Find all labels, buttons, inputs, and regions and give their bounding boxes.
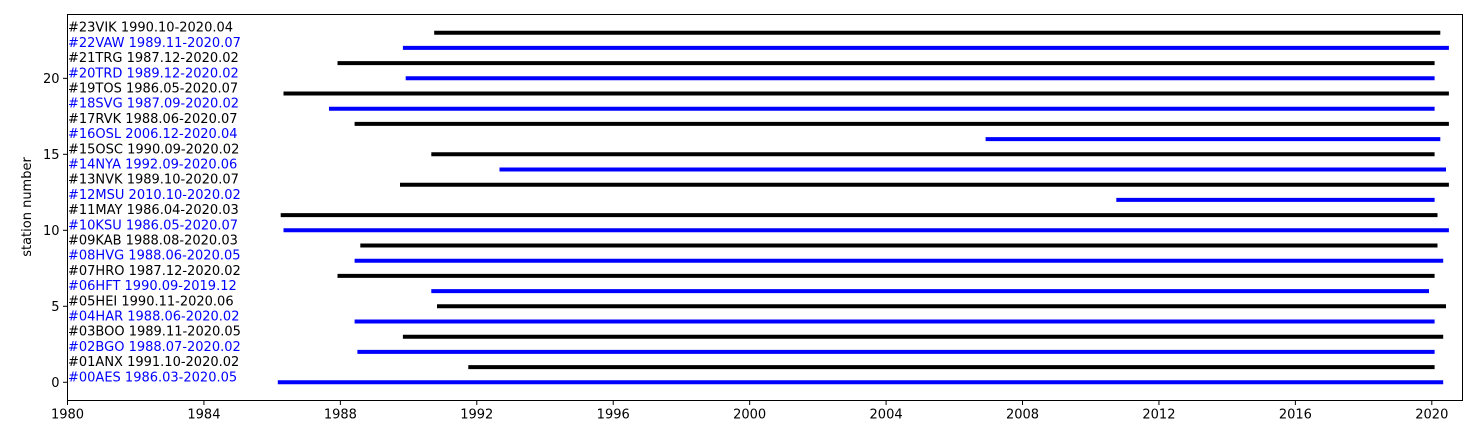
station-label: #05HEI 1990.11-2020.06 bbox=[68, 294, 234, 309]
station-label: #11MAY 1986.04-2020.03 bbox=[68, 203, 239, 218]
station-label: #17RVK 1988.06-2020.07 bbox=[68, 112, 238, 127]
y-tick-label: 5 bbox=[51, 300, 59, 315]
station-label: #04HAR 1988.06-2020.02 bbox=[68, 310, 239, 325]
station-label: #00AES 1986.03-2020.05 bbox=[68, 370, 237, 385]
x-tick-label: 2012 bbox=[1142, 408, 1175, 423]
station-label: #06HFT 1990.09-2019.12 bbox=[68, 279, 237, 294]
y-axis-title: station number bbox=[20, 157, 35, 257]
station-label: #13NVK 1989.10-2020.07 bbox=[68, 173, 239, 188]
station-label: #21TRG 1987.12-2020.02 bbox=[68, 51, 239, 66]
x-tick-label: 2008 bbox=[1006, 408, 1039, 423]
station-label: #07HRO 1987.12-2020.02 bbox=[68, 264, 241, 279]
x-tick-label: 1988 bbox=[324, 408, 357, 423]
station-label: #08HVG 1988.06-2020.05 bbox=[68, 249, 241, 264]
x-tick-label: 2000 bbox=[733, 408, 766, 423]
station-label: #12MSU 2010.10-2020.02 bbox=[68, 188, 241, 203]
station-label: #16OSL 2006.12-2020.04 bbox=[68, 127, 238, 142]
plot-area: #00AES 1986.03-2020.05#01ANX 1991.10-202… bbox=[68, 21, 1449, 385]
x-tick-label: 2016 bbox=[1279, 408, 1312, 423]
x-tick-label: 1996 bbox=[597, 408, 630, 423]
station-label: #02BGO 1988.07-2020.02 bbox=[68, 340, 241, 355]
x-tick-label: 2004 bbox=[870, 408, 903, 423]
x-tick-label: 1984 bbox=[187, 408, 220, 423]
x-tick-label: 2020 bbox=[1415, 408, 1448, 423]
station-label: #09KAB 1988.08-2020.03 bbox=[68, 234, 238, 249]
station-label: #10KSU 1986.05-2020.07 bbox=[68, 218, 238, 233]
y-tick-label: 0 bbox=[51, 376, 59, 391]
y-axis: 0 5 10 15 20 bbox=[43, 72, 68, 391]
station-label: #14NYA 1992.09-2020.06 bbox=[68, 158, 237, 173]
station-label: #19TOS 1986.05-2020.07 bbox=[68, 82, 238, 97]
y-tick-label: 20 bbox=[43, 72, 60, 87]
x-tick-label: 1980 bbox=[51, 408, 84, 423]
y-tick-label: 15 bbox=[43, 148, 60, 163]
station-label: #01ANX 1991.10-2020.02 bbox=[68, 355, 239, 370]
y-tick-label: 10 bbox=[43, 224, 60, 239]
station-label: #20TRD 1989.12-2020.02 bbox=[68, 66, 239, 81]
x-tick-label: 1992 bbox=[460, 408, 493, 423]
plot-frame bbox=[67, 14, 1463, 401]
x-axis: 1980 1984 1988 1992 1996 2000 2004 2008 2012 2016… bbox=[51, 400, 1448, 423]
station-label: #22VAW 1989.11-2020.07 bbox=[68, 36, 241, 51]
station-label: #15OSC 1990.09-2020.02 bbox=[68, 142, 239, 157]
station-label: #23VIK 1990.10-2020.04 bbox=[68, 21, 233, 36]
station-label: #03BOO 1989.11-2020.05 bbox=[68, 325, 241, 340]
station-label: #18SVG 1987.09-2020.02 bbox=[68, 97, 239, 112]
